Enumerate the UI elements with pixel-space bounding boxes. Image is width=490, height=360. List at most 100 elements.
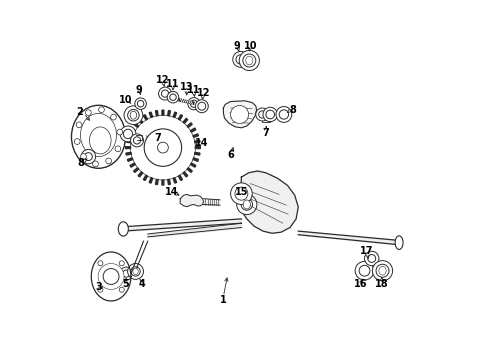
Circle shape bbox=[159, 87, 171, 100]
Polygon shape bbox=[130, 163, 135, 167]
Text: 14: 14 bbox=[195, 138, 209, 148]
Circle shape bbox=[98, 264, 124, 289]
Polygon shape bbox=[130, 128, 135, 132]
Circle shape bbox=[144, 129, 182, 166]
Polygon shape bbox=[195, 140, 200, 143]
Circle shape bbox=[196, 100, 208, 113]
Circle shape bbox=[170, 94, 176, 100]
Circle shape bbox=[98, 107, 104, 113]
Ellipse shape bbox=[133, 268, 138, 275]
Circle shape bbox=[279, 110, 289, 119]
Text: 14: 14 bbox=[165, 186, 178, 197]
Circle shape bbox=[237, 194, 257, 215]
Circle shape bbox=[162, 90, 169, 97]
Ellipse shape bbox=[80, 113, 117, 157]
Text: 8: 8 bbox=[289, 105, 296, 115]
Text: 10: 10 bbox=[244, 41, 258, 51]
Polygon shape bbox=[134, 168, 139, 172]
Circle shape bbox=[190, 100, 197, 107]
Circle shape bbox=[130, 134, 144, 147]
Circle shape bbox=[355, 261, 374, 280]
Polygon shape bbox=[187, 168, 192, 172]
Polygon shape bbox=[144, 175, 147, 180]
Circle shape bbox=[76, 122, 82, 128]
Circle shape bbox=[365, 251, 379, 266]
Ellipse shape bbox=[90, 127, 111, 154]
Circle shape bbox=[359, 265, 370, 276]
Circle shape bbox=[231, 183, 252, 204]
Circle shape bbox=[233, 51, 248, 67]
Polygon shape bbox=[173, 178, 176, 183]
Circle shape bbox=[124, 106, 143, 125]
Ellipse shape bbox=[243, 200, 250, 209]
Text: 17: 17 bbox=[360, 246, 373, 256]
Circle shape bbox=[135, 98, 147, 109]
Circle shape bbox=[123, 129, 133, 139]
Circle shape bbox=[263, 107, 277, 122]
Text: 12: 12 bbox=[155, 75, 169, 85]
Polygon shape bbox=[162, 180, 164, 185]
Text: 11: 11 bbox=[187, 85, 200, 95]
Polygon shape bbox=[126, 140, 131, 143]
Circle shape bbox=[236, 55, 245, 64]
Polygon shape bbox=[223, 101, 257, 128]
Text: 9: 9 bbox=[135, 85, 142, 95]
Ellipse shape bbox=[379, 266, 386, 275]
Circle shape bbox=[120, 126, 136, 142]
Circle shape bbox=[243, 54, 256, 67]
Circle shape bbox=[368, 255, 376, 262]
Circle shape bbox=[120, 267, 133, 280]
Circle shape bbox=[167, 91, 179, 103]
Ellipse shape bbox=[72, 105, 125, 168]
Polygon shape bbox=[180, 194, 204, 207]
Circle shape bbox=[81, 149, 96, 164]
Text: 7: 7 bbox=[154, 132, 161, 143]
Circle shape bbox=[241, 199, 252, 210]
Circle shape bbox=[93, 161, 98, 167]
Text: 4: 4 bbox=[139, 279, 146, 289]
Circle shape bbox=[188, 98, 200, 110]
Polygon shape bbox=[138, 118, 143, 123]
Polygon shape bbox=[149, 112, 153, 117]
Circle shape bbox=[259, 111, 266, 118]
Text: 18: 18 bbox=[375, 279, 389, 289]
Circle shape bbox=[111, 114, 116, 120]
Text: 5: 5 bbox=[122, 279, 129, 289]
Ellipse shape bbox=[130, 111, 137, 119]
Circle shape bbox=[98, 287, 103, 292]
Circle shape bbox=[127, 109, 139, 121]
Polygon shape bbox=[183, 118, 188, 123]
Polygon shape bbox=[125, 147, 130, 149]
Polygon shape bbox=[195, 152, 200, 155]
Text: 8: 8 bbox=[77, 158, 84, 168]
Circle shape bbox=[119, 261, 124, 266]
Ellipse shape bbox=[395, 236, 403, 249]
Circle shape bbox=[256, 108, 269, 121]
Text: 3: 3 bbox=[96, 282, 102, 292]
Circle shape bbox=[106, 158, 112, 164]
Polygon shape bbox=[127, 134, 133, 137]
Circle shape bbox=[127, 264, 144, 279]
Polygon shape bbox=[178, 175, 182, 180]
Text: 15: 15 bbox=[235, 186, 249, 197]
Circle shape bbox=[376, 264, 389, 277]
Circle shape bbox=[74, 139, 80, 144]
Text: 7: 7 bbox=[263, 128, 270, 138]
Ellipse shape bbox=[118, 222, 128, 236]
Polygon shape bbox=[144, 115, 147, 120]
Circle shape bbox=[133, 137, 141, 144]
Polygon shape bbox=[191, 128, 196, 132]
Polygon shape bbox=[196, 147, 200, 149]
Polygon shape bbox=[187, 123, 192, 127]
Text: 13: 13 bbox=[180, 82, 194, 92]
Text: 1: 1 bbox=[220, 294, 227, 305]
Polygon shape bbox=[168, 111, 171, 116]
Polygon shape bbox=[162, 110, 164, 115]
Circle shape bbox=[119, 287, 124, 292]
Polygon shape bbox=[178, 115, 182, 120]
Circle shape bbox=[84, 153, 92, 161]
Circle shape bbox=[103, 269, 119, 284]
Text: 16: 16 bbox=[354, 279, 368, 289]
Circle shape bbox=[276, 107, 292, 122]
Polygon shape bbox=[149, 178, 153, 183]
